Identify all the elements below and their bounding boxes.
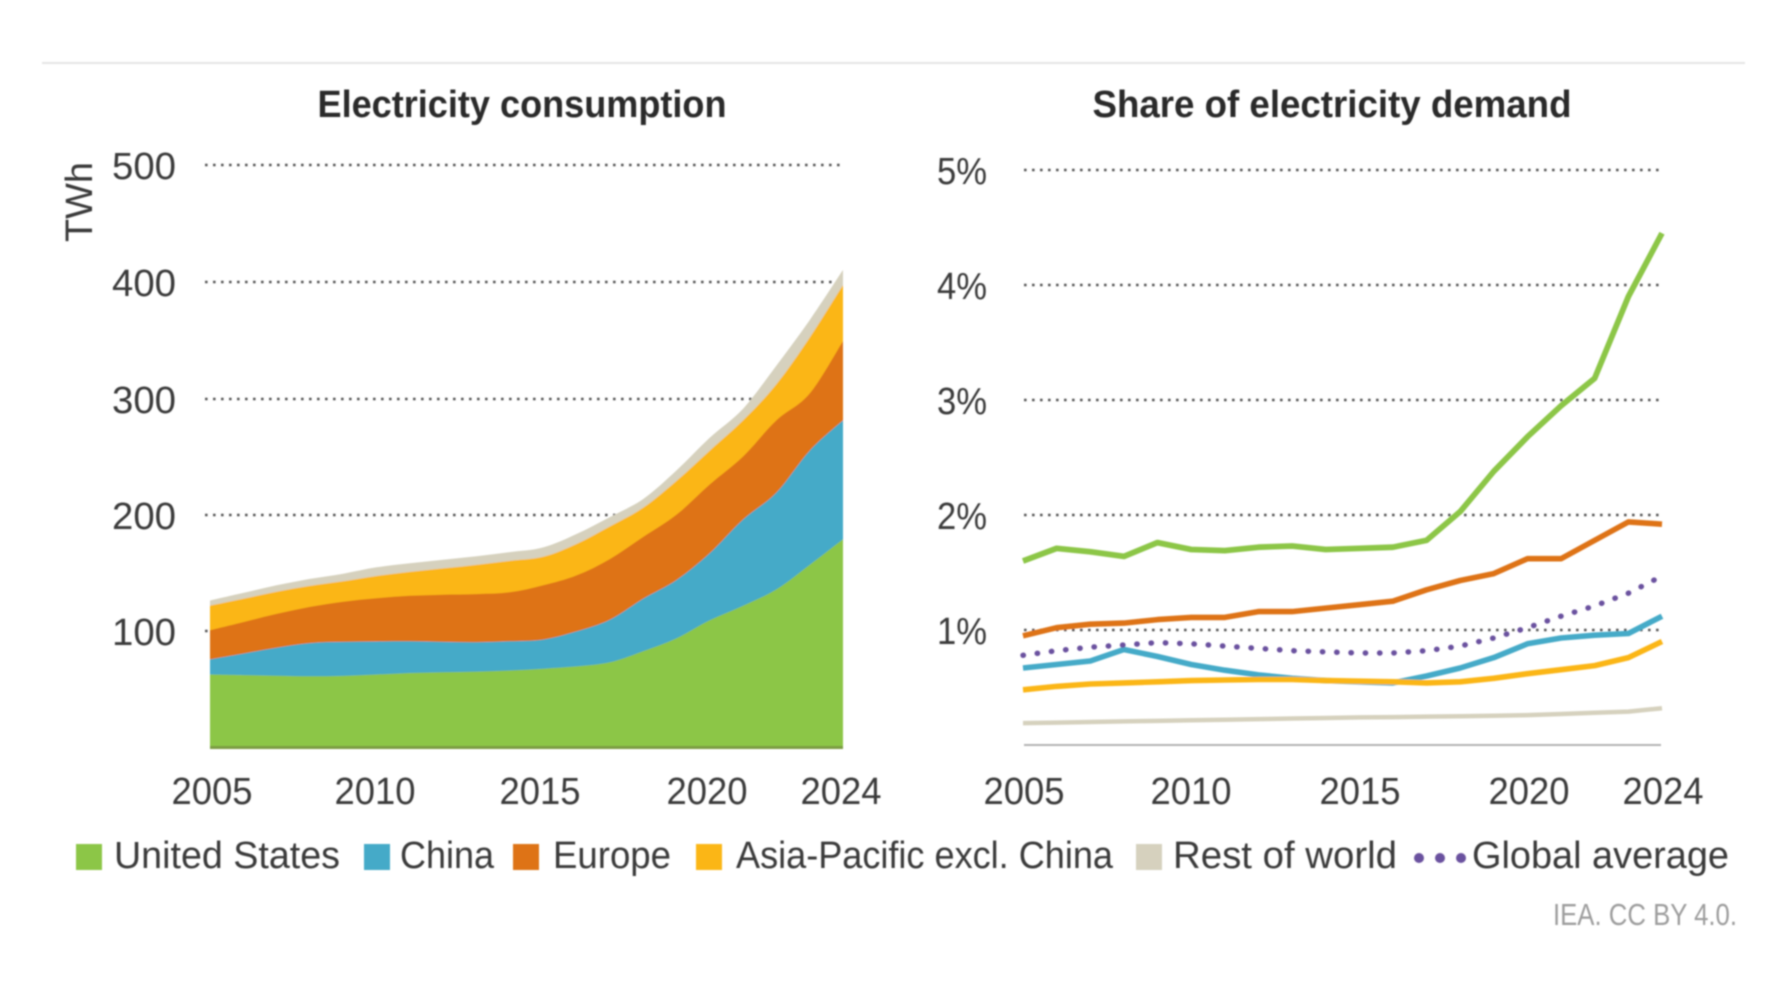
svg-text:2024: 2024 bbox=[801, 771, 882, 813]
svg-text:2005: 2005 bbox=[984, 771, 1065, 813]
svg-text:200: 200 bbox=[112, 496, 176, 538]
svg-text:3%: 3% bbox=[937, 381, 987, 423]
svg-text:United States: United States bbox=[114, 835, 340, 877]
svg-text:2015: 2015 bbox=[1320, 771, 1401, 813]
svg-text:Asia-Pacific excl. China: Asia-Pacific excl. China bbox=[736, 835, 1114, 877]
svg-text:China: China bbox=[400, 835, 495, 877]
svg-text:2015: 2015 bbox=[500, 771, 581, 813]
svg-text:300: 300 bbox=[112, 380, 176, 422]
svg-text:Electricity consumption: Electricity consumption bbox=[318, 84, 727, 126]
svg-text:1%: 1% bbox=[937, 611, 987, 653]
svg-text:500: 500 bbox=[112, 146, 176, 188]
svg-text:2020: 2020 bbox=[1489, 771, 1570, 813]
svg-text:Share of electricity demand: Share of electricity demand bbox=[1093, 84, 1572, 126]
svg-text:2010: 2010 bbox=[335, 771, 416, 813]
svg-text:100: 100 bbox=[112, 612, 176, 654]
svg-text:IEA. CC BY 4.0.: IEA. CC BY 4.0. bbox=[1553, 897, 1737, 932]
svg-text:400: 400 bbox=[112, 263, 176, 305]
svg-text:Rest of world: Rest of world bbox=[1173, 835, 1397, 877]
svg-text:2020: 2020 bbox=[667, 771, 748, 813]
svg-text:5%: 5% bbox=[937, 151, 987, 193]
svg-text:2%: 2% bbox=[937, 496, 987, 538]
svg-text:4%: 4% bbox=[937, 266, 987, 308]
svg-text:2005: 2005 bbox=[172, 771, 253, 813]
svg-text:TWh: TWh bbox=[59, 162, 101, 242]
svg-text:2010: 2010 bbox=[1151, 771, 1232, 813]
svg-text:Global average: Global average bbox=[1472, 835, 1729, 877]
svg-text:2024: 2024 bbox=[1623, 771, 1704, 813]
svg-text:Europe: Europe bbox=[553, 835, 671, 877]
